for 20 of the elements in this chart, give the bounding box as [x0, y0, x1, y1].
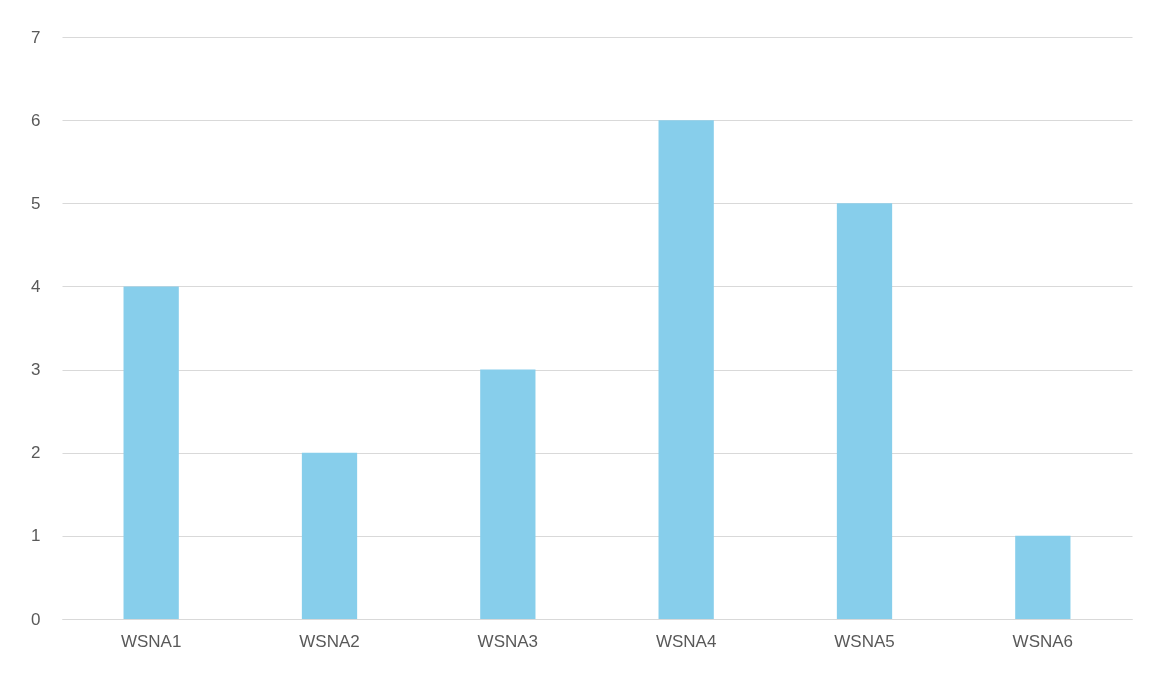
y-tick-label: 1	[31, 526, 41, 546]
x-tick-label: WSNA4	[655, 631, 717, 651]
y-tick-label: 7	[31, 27, 41, 47]
bar	[480, 369, 536, 619]
y-tick-label: 4	[31, 276, 41, 296]
x-tick-label: WSNA6	[1012, 631, 1074, 651]
bar	[301, 452, 358, 619]
bar	[123, 286, 179, 619]
y-tick-label: 6	[31, 110, 41, 130]
y-tick-label: 5	[31, 193, 41, 213]
bar	[1015, 535, 1071, 619]
bar	[836, 203, 893, 619]
x-tick-label: WSNA1	[120, 631, 182, 651]
x-tick-label: WSNA5	[834, 631, 895, 651]
x-tick-label: WSNA2	[299, 631, 360, 651]
bar	[658, 120, 714, 619]
x-tick-label: WSNA3	[477, 631, 539, 651]
y-tick-label: 2	[31, 443, 41, 463]
y-tick-label: 3	[31, 360, 41, 380]
y-tick-label: 0	[31, 609, 41, 629]
